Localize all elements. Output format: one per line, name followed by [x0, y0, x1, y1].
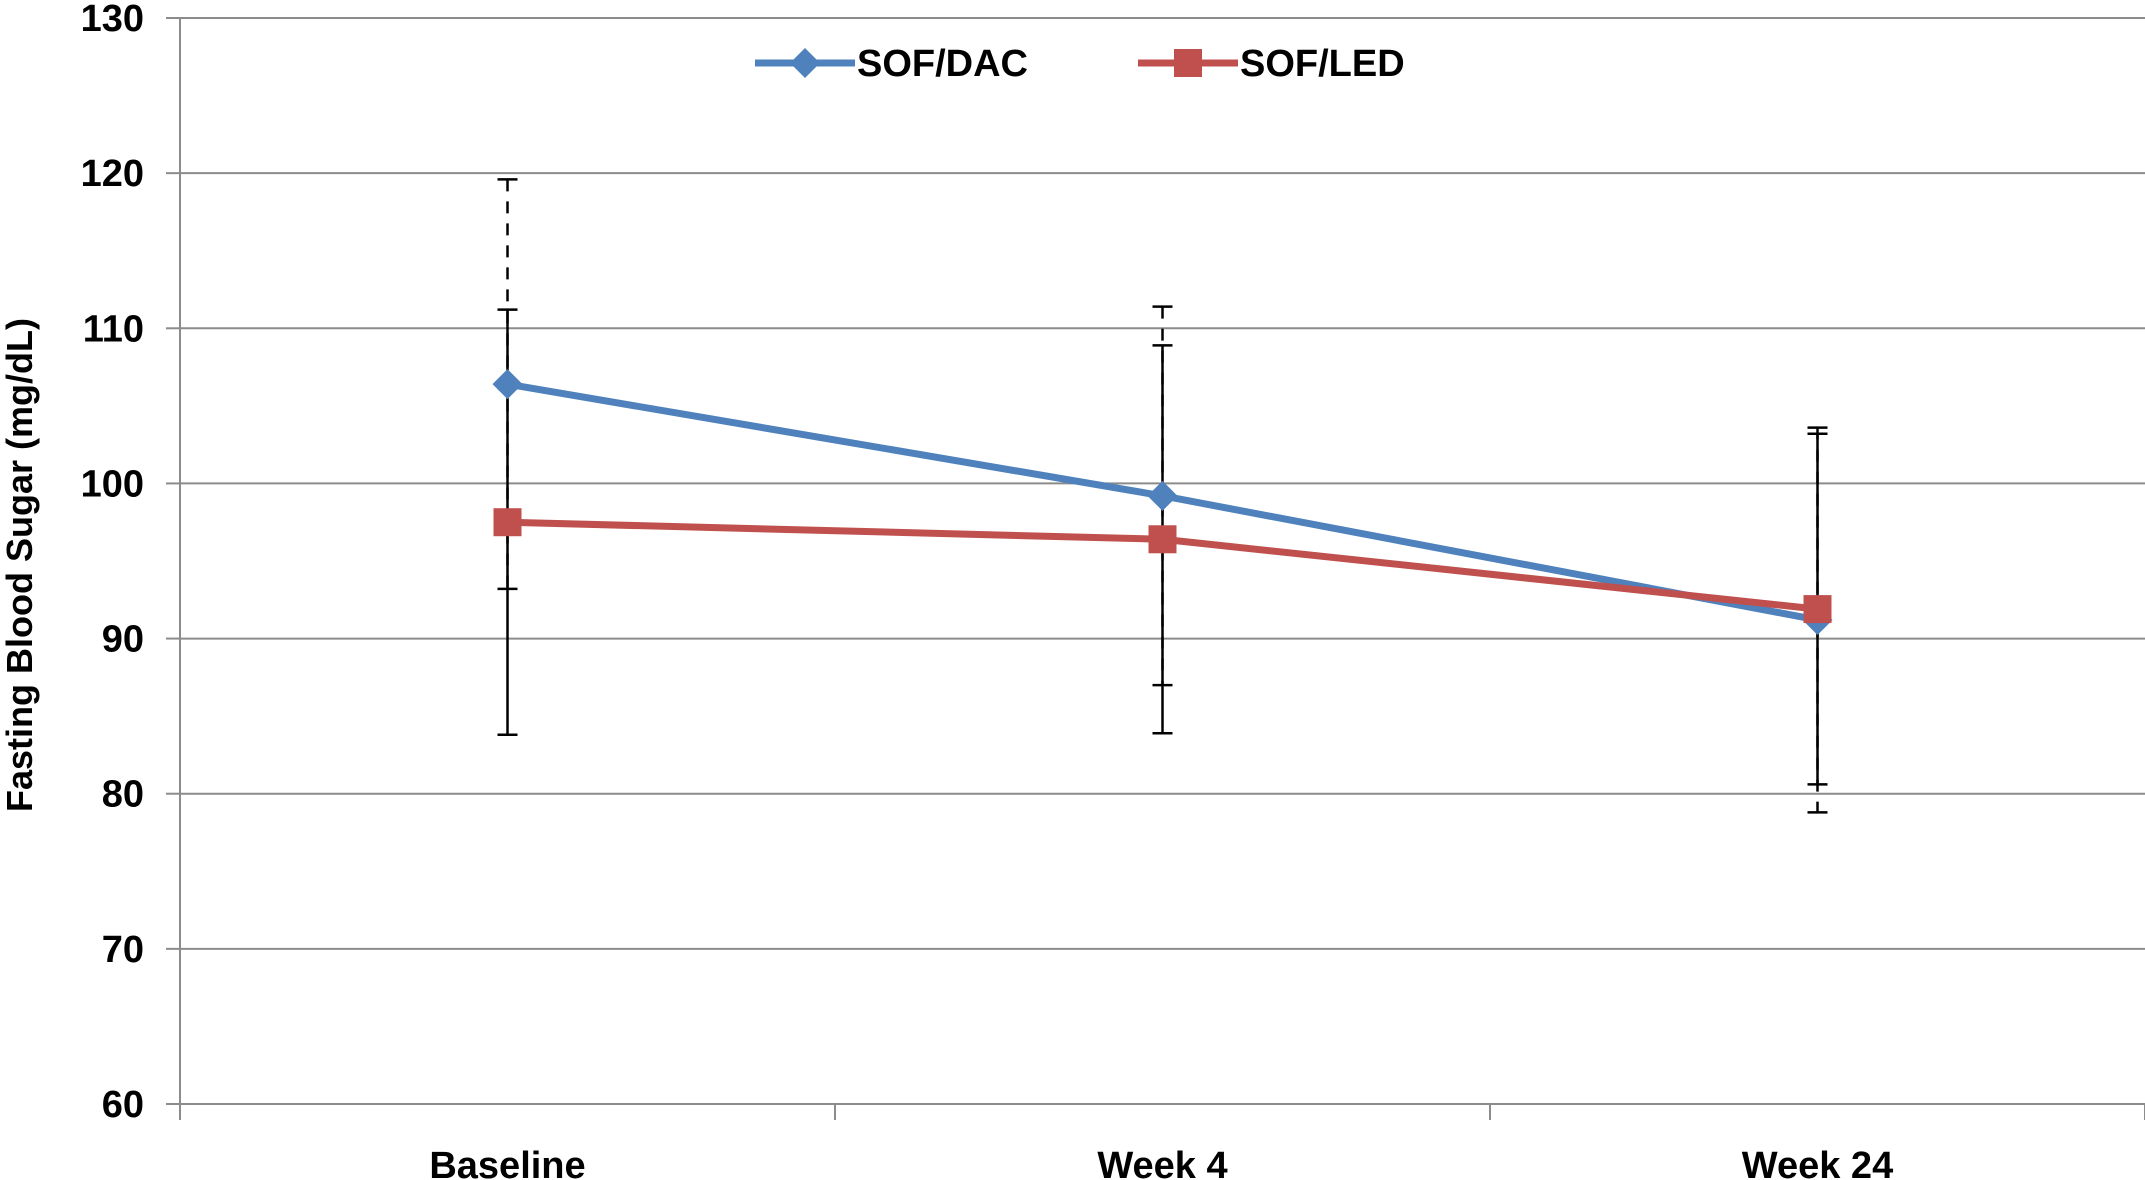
x-tick-label: Week 4	[1097, 1145, 1227, 1180]
y-tick-label: 60	[102, 1084, 144, 1126]
y-axis-title: Fasting Blood Sugar (mg/dL)	[0, 318, 40, 812]
y-tick-labels: 60 70 80 90 100 110 120 130	[81, 0, 144, 1126]
legend-label: SOF/DAC	[857, 43, 1028, 85]
x-tick-label: Baseline	[429, 1145, 585, 1180]
y-tick-label: 90	[102, 619, 144, 661]
legend: SOF/DAC SOF/LED	[755, 43, 1405, 85]
legend-label: SOF/LED	[1240, 43, 1405, 85]
x-tick-labels: Baseline Week 4 Week 24	[429, 1145, 1893, 1180]
y-tick-label: 80	[102, 774, 144, 816]
y-tick-label: 130	[81, 0, 144, 40]
legend-marker	[1174, 49, 1202, 77]
y-tick-label: 70	[102, 929, 144, 971]
axes	[179, 18, 2145, 1120]
legend-marker	[790, 48, 820, 78]
y-tick-label: 100	[81, 463, 144, 505]
data-point	[492, 369, 523, 400]
y-tick-label: 120	[81, 153, 144, 195]
gridlines	[166, 17, 2145, 1105]
data-point	[493, 508, 522, 537]
x-tick-label: Week 24	[1742, 1145, 1893, 1180]
data-point	[1803, 595, 1832, 624]
y-tick-label: 110	[83, 308, 144, 350]
data-point	[1147, 480, 1178, 511]
series-markers	[492, 369, 1833, 635]
data-point	[1148, 525, 1177, 554]
